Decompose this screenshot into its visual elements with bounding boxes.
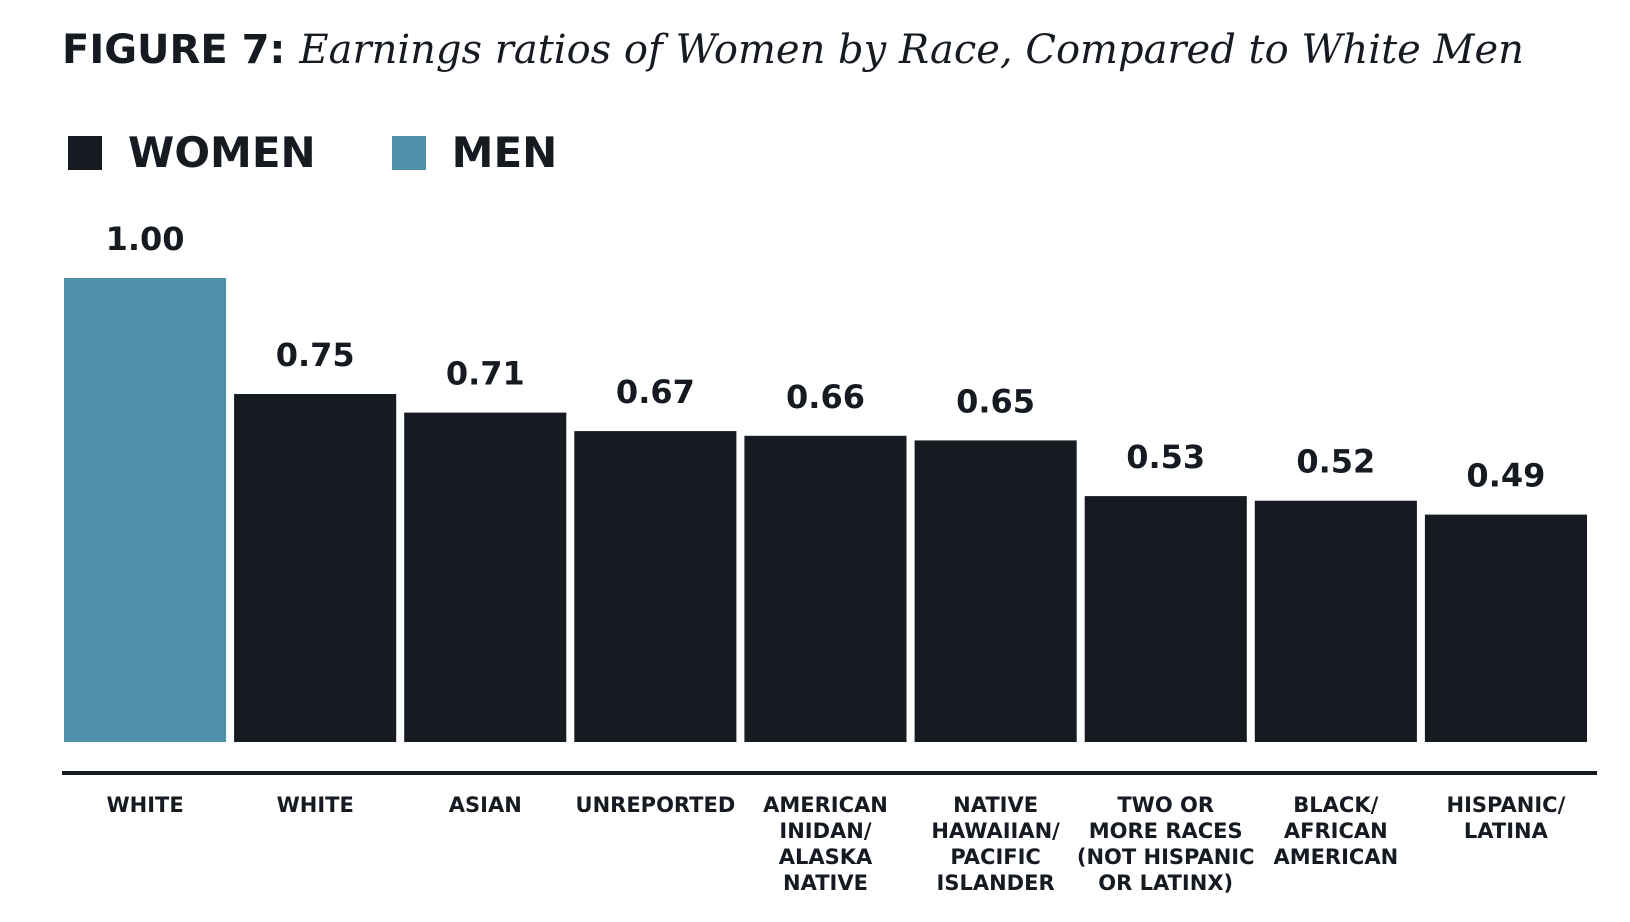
x-tick-label-line: AMERICAN xyxy=(1273,845,1398,869)
legend-item-men: MEN xyxy=(391,128,558,177)
x-tick-label-line: PACIFIC xyxy=(950,845,1041,869)
x-tick-label: TWO OR MORE RACES (NOT HISPANIC OR LATINX) xyxy=(1077,793,1255,895)
data-label: 0.66 xyxy=(786,378,865,416)
x-tick-label-line: AFRICAN xyxy=(1284,819,1388,843)
data-label: 0.53 xyxy=(1126,438,1205,476)
x-tick-label-line: BLACK/ xyxy=(1293,793,1378,817)
x-tick-label-line: INIDAN/ xyxy=(779,819,871,843)
x-tick-label: WHITE xyxy=(277,793,354,817)
x-tick-label: NATIVE HAWAIIAN/PACIFIC ISLANDER xyxy=(931,793,1060,895)
x-tick-label: WHITE xyxy=(106,793,183,817)
x-tick-label-line: MORE RACES xyxy=(1089,819,1243,843)
bar-women-3 xyxy=(404,412,567,742)
title-text: Earnings ratios of Women by Race, Compar… xyxy=(299,27,1524,73)
bar-women-8 xyxy=(1254,500,1417,742)
bar-women-6 xyxy=(914,440,1077,742)
x-tick-label-line: HAWAIIAN/ xyxy=(931,819,1060,843)
legend-item-women: WOMEN xyxy=(68,128,316,177)
legend: WOMEN MEN xyxy=(68,128,633,177)
legend-swatch-men xyxy=(391,135,426,170)
x-tick-label-line: WHITE xyxy=(106,793,183,817)
bar-women-7 xyxy=(1084,496,1247,742)
chart-title: FIGURE 7: Earnings ratios of Women by Rac… xyxy=(62,30,1524,70)
x-tick-label: AMERICAN INIDAN/ALASKA NATIVE xyxy=(763,793,888,895)
data-label: 0.52 xyxy=(1296,443,1375,481)
legend-label-women: WOMEN xyxy=(128,128,316,177)
x-tick-label-line: (NOT HISPANIC xyxy=(1077,845,1255,869)
x-tick-label-line: AMERICAN xyxy=(763,793,888,817)
x-tick-label-line: UNREPORTED xyxy=(576,793,736,817)
data-label: 0.71 xyxy=(446,355,525,393)
data-label: 0.67 xyxy=(616,373,695,411)
x-tick-label: HISPANIC/LATINA xyxy=(1447,793,1566,843)
x-tick-label-line: WHITE xyxy=(277,793,354,817)
x-tick-label-line: ASIAN xyxy=(449,793,522,817)
x-tick-label: ASIAN xyxy=(449,793,522,817)
legend-label-men: MEN xyxy=(451,128,558,177)
bar-women-5 xyxy=(744,435,907,742)
bar-men-1 xyxy=(64,278,227,742)
x-tick-label-line: TWO OR xyxy=(1117,793,1214,817)
x-tick-label: UNREPORTED xyxy=(576,793,736,817)
legend-swatch-women xyxy=(68,135,102,170)
x-tick-label-line: HISPANIC/ xyxy=(1447,793,1566,817)
x-tick-label-line: ALASKA xyxy=(779,845,873,869)
bar-women-4 xyxy=(574,431,737,742)
x-tick-label: BLACK/AFRICAN AMERICAN xyxy=(1273,793,1398,869)
bar-women-2 xyxy=(234,394,397,742)
x-tick-label-line: NATIVE xyxy=(783,871,868,895)
data-label: 0.75 xyxy=(276,336,355,374)
data-label: 0.49 xyxy=(1466,457,1545,495)
x-tick-label-line: NATIVE xyxy=(953,793,1038,817)
figure-label: FIGURE 7: xyxy=(62,27,286,73)
data-label: 1.00 xyxy=(106,220,185,258)
x-tick-label-line: ISLANDER xyxy=(937,871,1055,895)
x-tick-label-line: OR LATINX) xyxy=(1098,871,1233,895)
x-tick-label-line: LATINA xyxy=(1464,819,1549,843)
data-label: 0.65 xyxy=(956,382,1035,420)
bar-women-9 xyxy=(1424,514,1587,742)
